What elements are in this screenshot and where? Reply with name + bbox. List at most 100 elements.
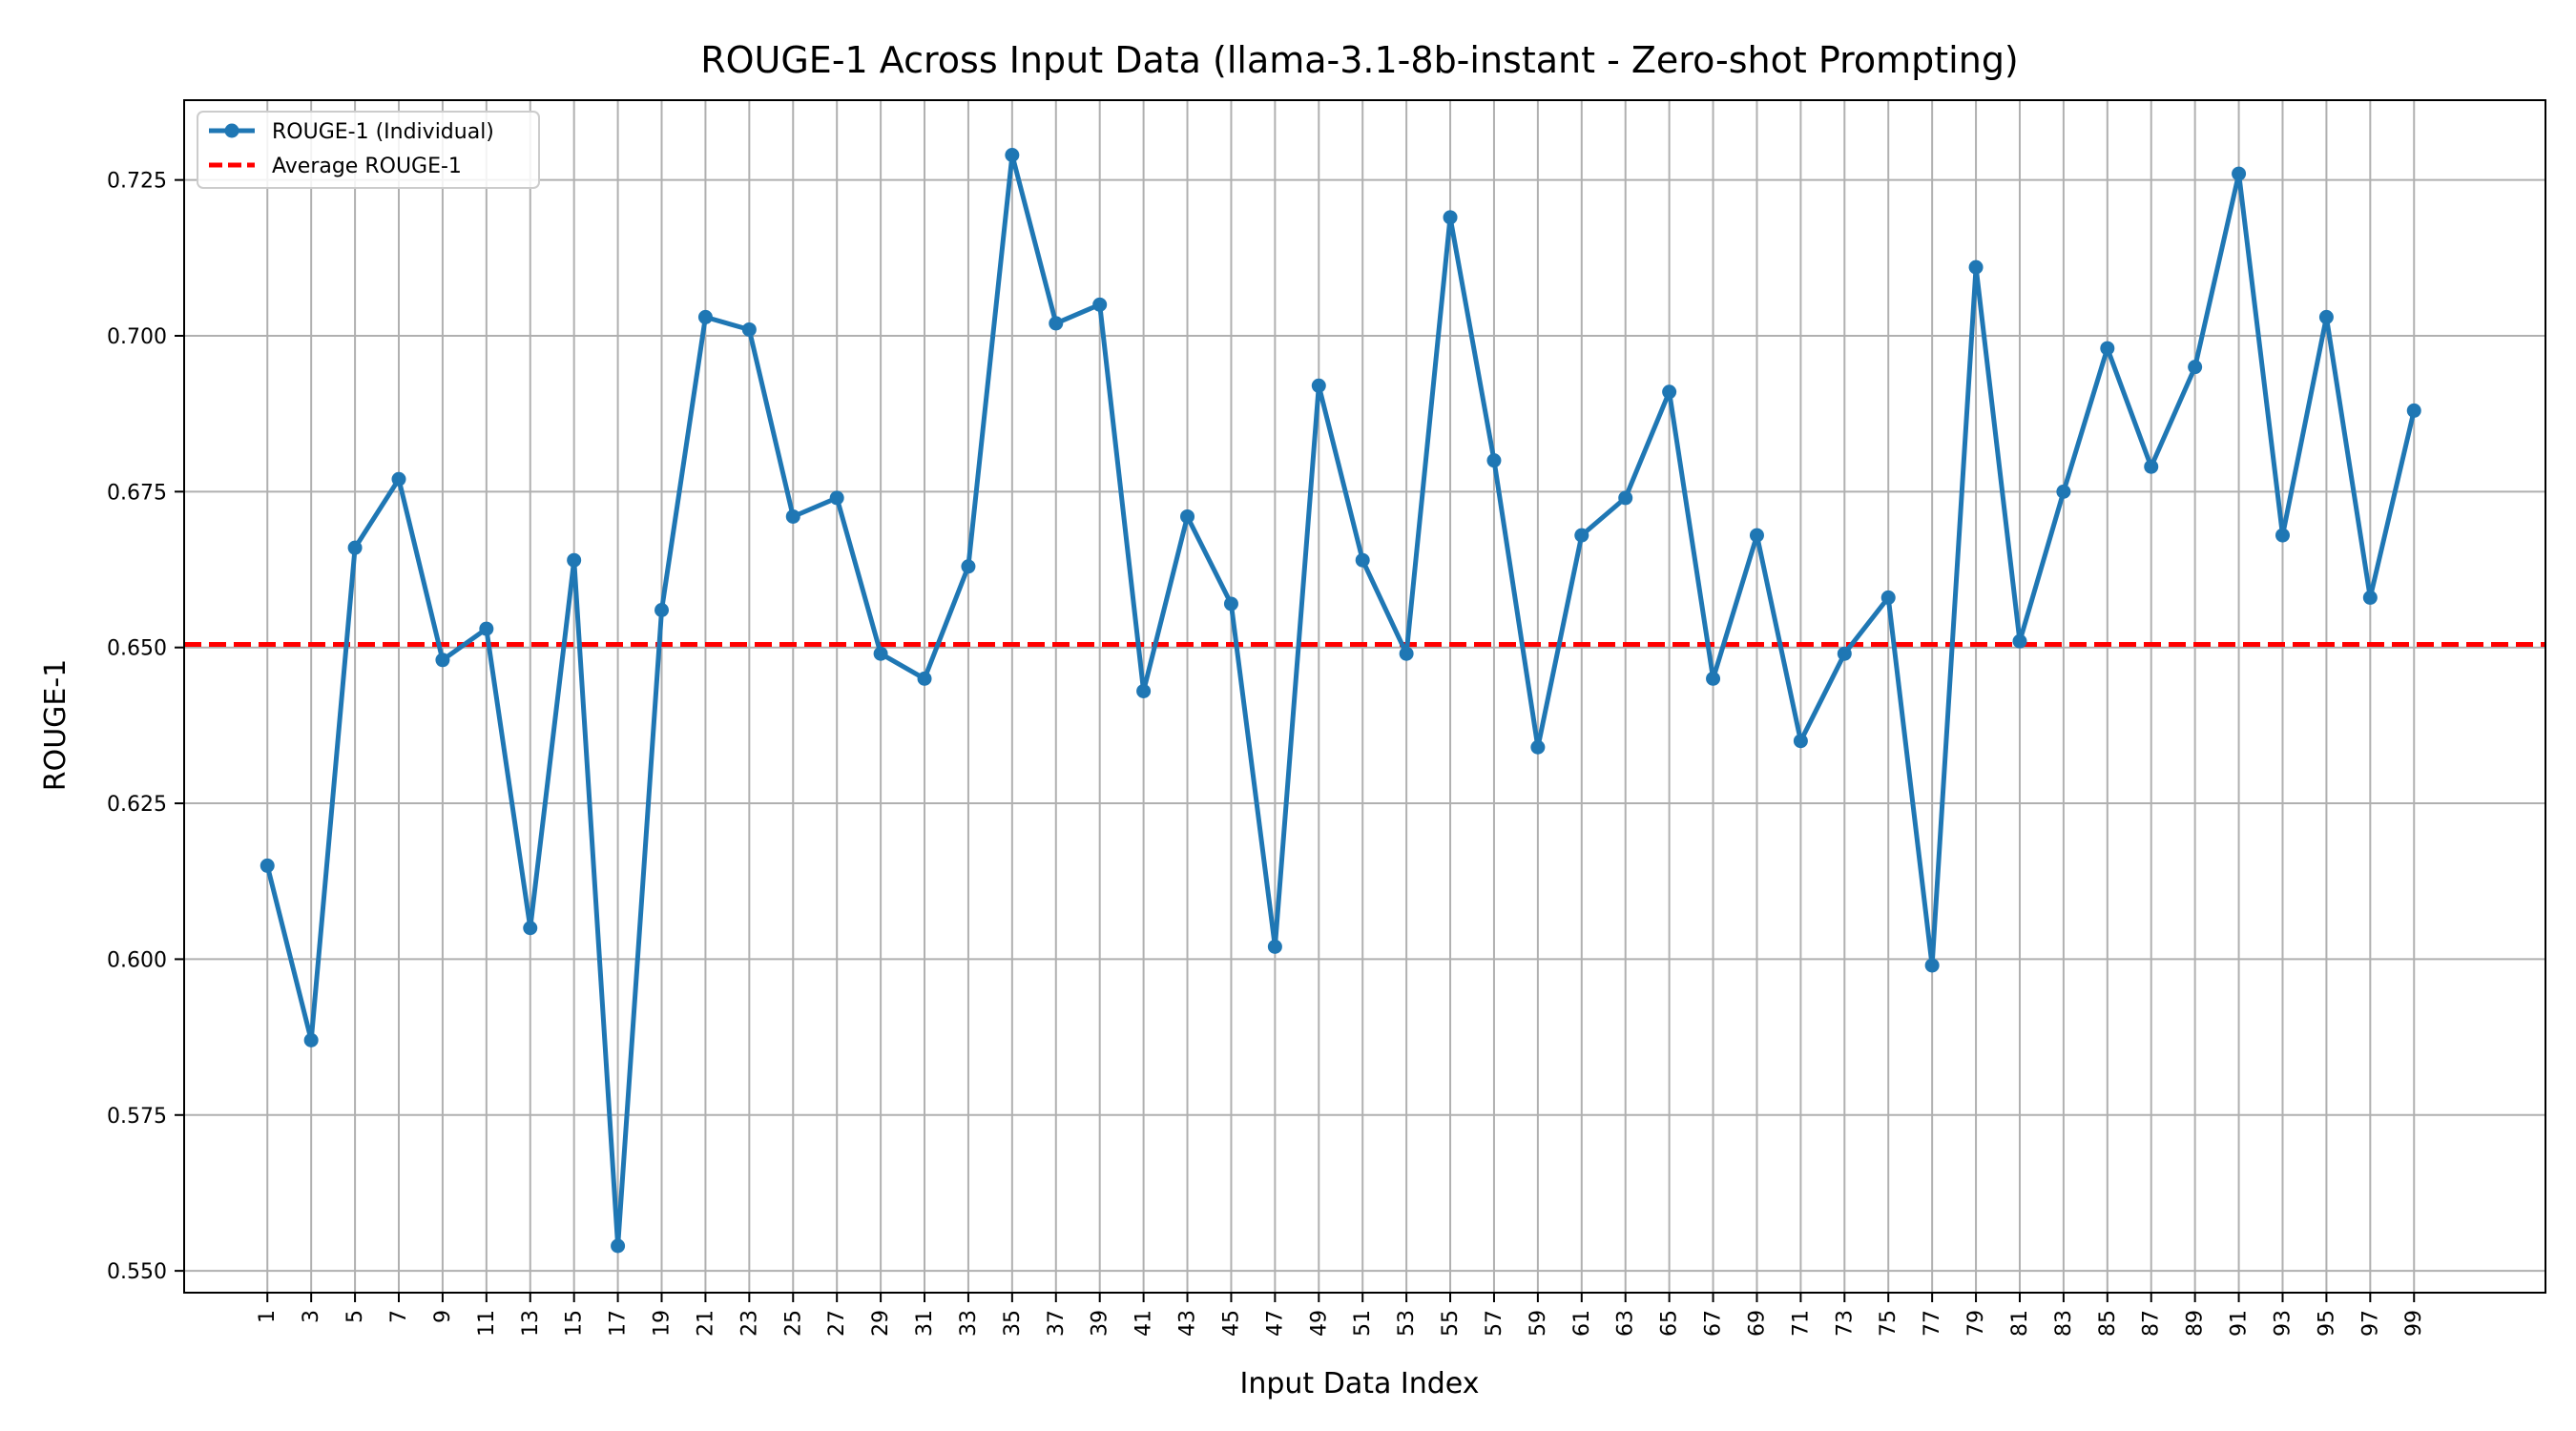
data-point: [1005, 148, 1020, 163]
data-point: [1662, 384, 1677, 400]
x-tick-label: 15: [563, 1310, 587, 1337]
x-tick-label: 53: [1395, 1310, 1419, 1337]
x-tick-label: 47: [1263, 1310, 1287, 1337]
data-point: [435, 653, 450, 668]
x-tick-label: 87: [2140, 1310, 2164, 1337]
x-tick-label: 11: [475, 1310, 499, 1337]
data-point: [2100, 341, 2115, 356]
x-tick-label: 21: [694, 1310, 717, 1337]
x-tick-label: 1: [256, 1310, 280, 1323]
data-point: [1443, 210, 1458, 225]
chart-title: ROUGE-1 Across Input Data (llama-3.1-8b-…: [700, 39, 2019, 81]
y-tick-label: 0.575: [107, 1105, 167, 1129]
x-tick-label: 85: [2096, 1310, 2120, 1337]
x-tick-label: 45: [1219, 1310, 1243, 1337]
x-tick-label: 69: [1745, 1310, 1769, 1337]
x-axis-ticks: 1 3 5 7 9 11 13 15 17 19 21 23 25 27 29 31 33 35 37 39 41 43 4…: [256, 1293, 2426, 1337]
data-point: [1706, 671, 1721, 686]
x-tick-label: 13: [519, 1310, 543, 1337]
x-tick-label: 93: [2271, 1310, 2295, 1337]
data-point: [1092, 297, 1108, 312]
data-point: [2188, 360, 2203, 375]
data-point: [1399, 646, 1414, 661]
x-tick-label: 73: [1833, 1310, 1857, 1337]
data-point: [1180, 508, 1195, 524]
legend-series-marker: [224, 123, 239, 138]
y-tick-label: 0.675: [107, 481, 167, 505]
data-point: [917, 671, 932, 686]
x-tick-label: 31: [913, 1310, 937, 1337]
data-point: [523, 921, 538, 936]
data-point: [1136, 683, 1152, 698]
data-point: [1924, 958, 1940, 973]
data-point: [2232, 166, 2247, 181]
x-tick-label: 39: [1089, 1310, 1112, 1337]
x-tick-label: 3: [300, 1310, 323, 1323]
x-tick-label: 33: [957, 1310, 981, 1337]
data-point: [741, 321, 757, 337]
data-point: [1049, 316, 1064, 331]
x-tick-label: 7: [387, 1310, 411, 1323]
x-tick-label: 71: [1789, 1310, 1813, 1337]
data-point: [2012, 633, 2027, 649]
data-point: [479, 621, 494, 636]
data-point: [873, 646, 888, 661]
data-point: [1486, 453, 1502, 468]
legend-series-label: ROUGE-1 (Individual): [272, 120, 494, 144]
data-point: [1749, 528, 1764, 543]
data-point: [347, 540, 363, 555]
x-axis-label: Input Data Index: [1240, 1367, 1480, 1400]
x-tick-label: 65: [1658, 1310, 1682, 1337]
data-point: [303, 1032, 319, 1047]
data-point: [2362, 590, 2378, 605]
x-tick-label: 75: [1877, 1310, 1901, 1337]
data-point: [1574, 528, 1589, 543]
data-point: [611, 1238, 626, 1254]
data-point: [2056, 484, 2071, 499]
x-tick-label: 95: [2315, 1310, 2338, 1337]
series-line: [264, 153, 2417, 1249]
x-tick-label: 57: [1483, 1310, 1506, 1337]
data-point: [567, 552, 582, 568]
data-point: [697, 309, 713, 324]
x-tick-label: 27: [825, 1310, 849, 1337]
plot-frame: [183, 99, 2546, 1294]
data-point: [829, 490, 844, 506]
legend-box: [197, 111, 540, 189]
x-tick-label: 29: [869, 1310, 893, 1337]
x-tick-label: 55: [1439, 1310, 1463, 1337]
y-tick-label: 0.700: [107, 325, 167, 349]
x-tick-label: 81: [2008, 1310, 2032, 1337]
legend-average-label: Average ROUGE-1: [272, 155, 462, 178]
x-tick-label: 63: [1614, 1310, 1638, 1337]
data-point: [961, 559, 976, 574]
y-axis-ticks: 0.550 0.575 0.600 0.625 0.650 0.675 0.700 0.725: [107, 170, 184, 1284]
y-tick-label: 0.550: [107, 1260, 167, 1284]
data-point: [1267, 939, 1282, 954]
data-point: [1618, 490, 1633, 506]
x-tick-label: 79: [1964, 1310, 1988, 1337]
x-tick-label: 23: [737, 1310, 761, 1337]
data-point: [2318, 309, 2334, 324]
x-tick-label: 25: [781, 1310, 805, 1337]
data-point: [1355, 552, 1370, 568]
x-tick-label: 99: [2402, 1310, 2426, 1337]
data-point: [1793, 734, 1808, 749]
data-point: [2406, 403, 2421, 418]
x-tick-label: 51: [1351, 1310, 1375, 1337]
x-tick-label: 5: [343, 1310, 367, 1323]
series-group: [260, 148, 2421, 1254]
data-point: [654, 603, 670, 618]
data-point: [2275, 528, 2290, 543]
x-tick-label: 9: [431, 1310, 455, 1323]
data-point: [1530, 739, 1546, 755]
data-point: [1880, 590, 1896, 605]
x-tick-label: 91: [2228, 1310, 2252, 1337]
data-point: [1837, 646, 1852, 661]
data-point: [785, 508, 800, 524]
x-tick-label: 19: [651, 1310, 675, 1337]
y-tick-label: 0.625: [107, 793, 167, 817]
x-tick-label: 61: [1570, 1310, 1594, 1337]
data-point: [1311, 378, 1326, 393]
